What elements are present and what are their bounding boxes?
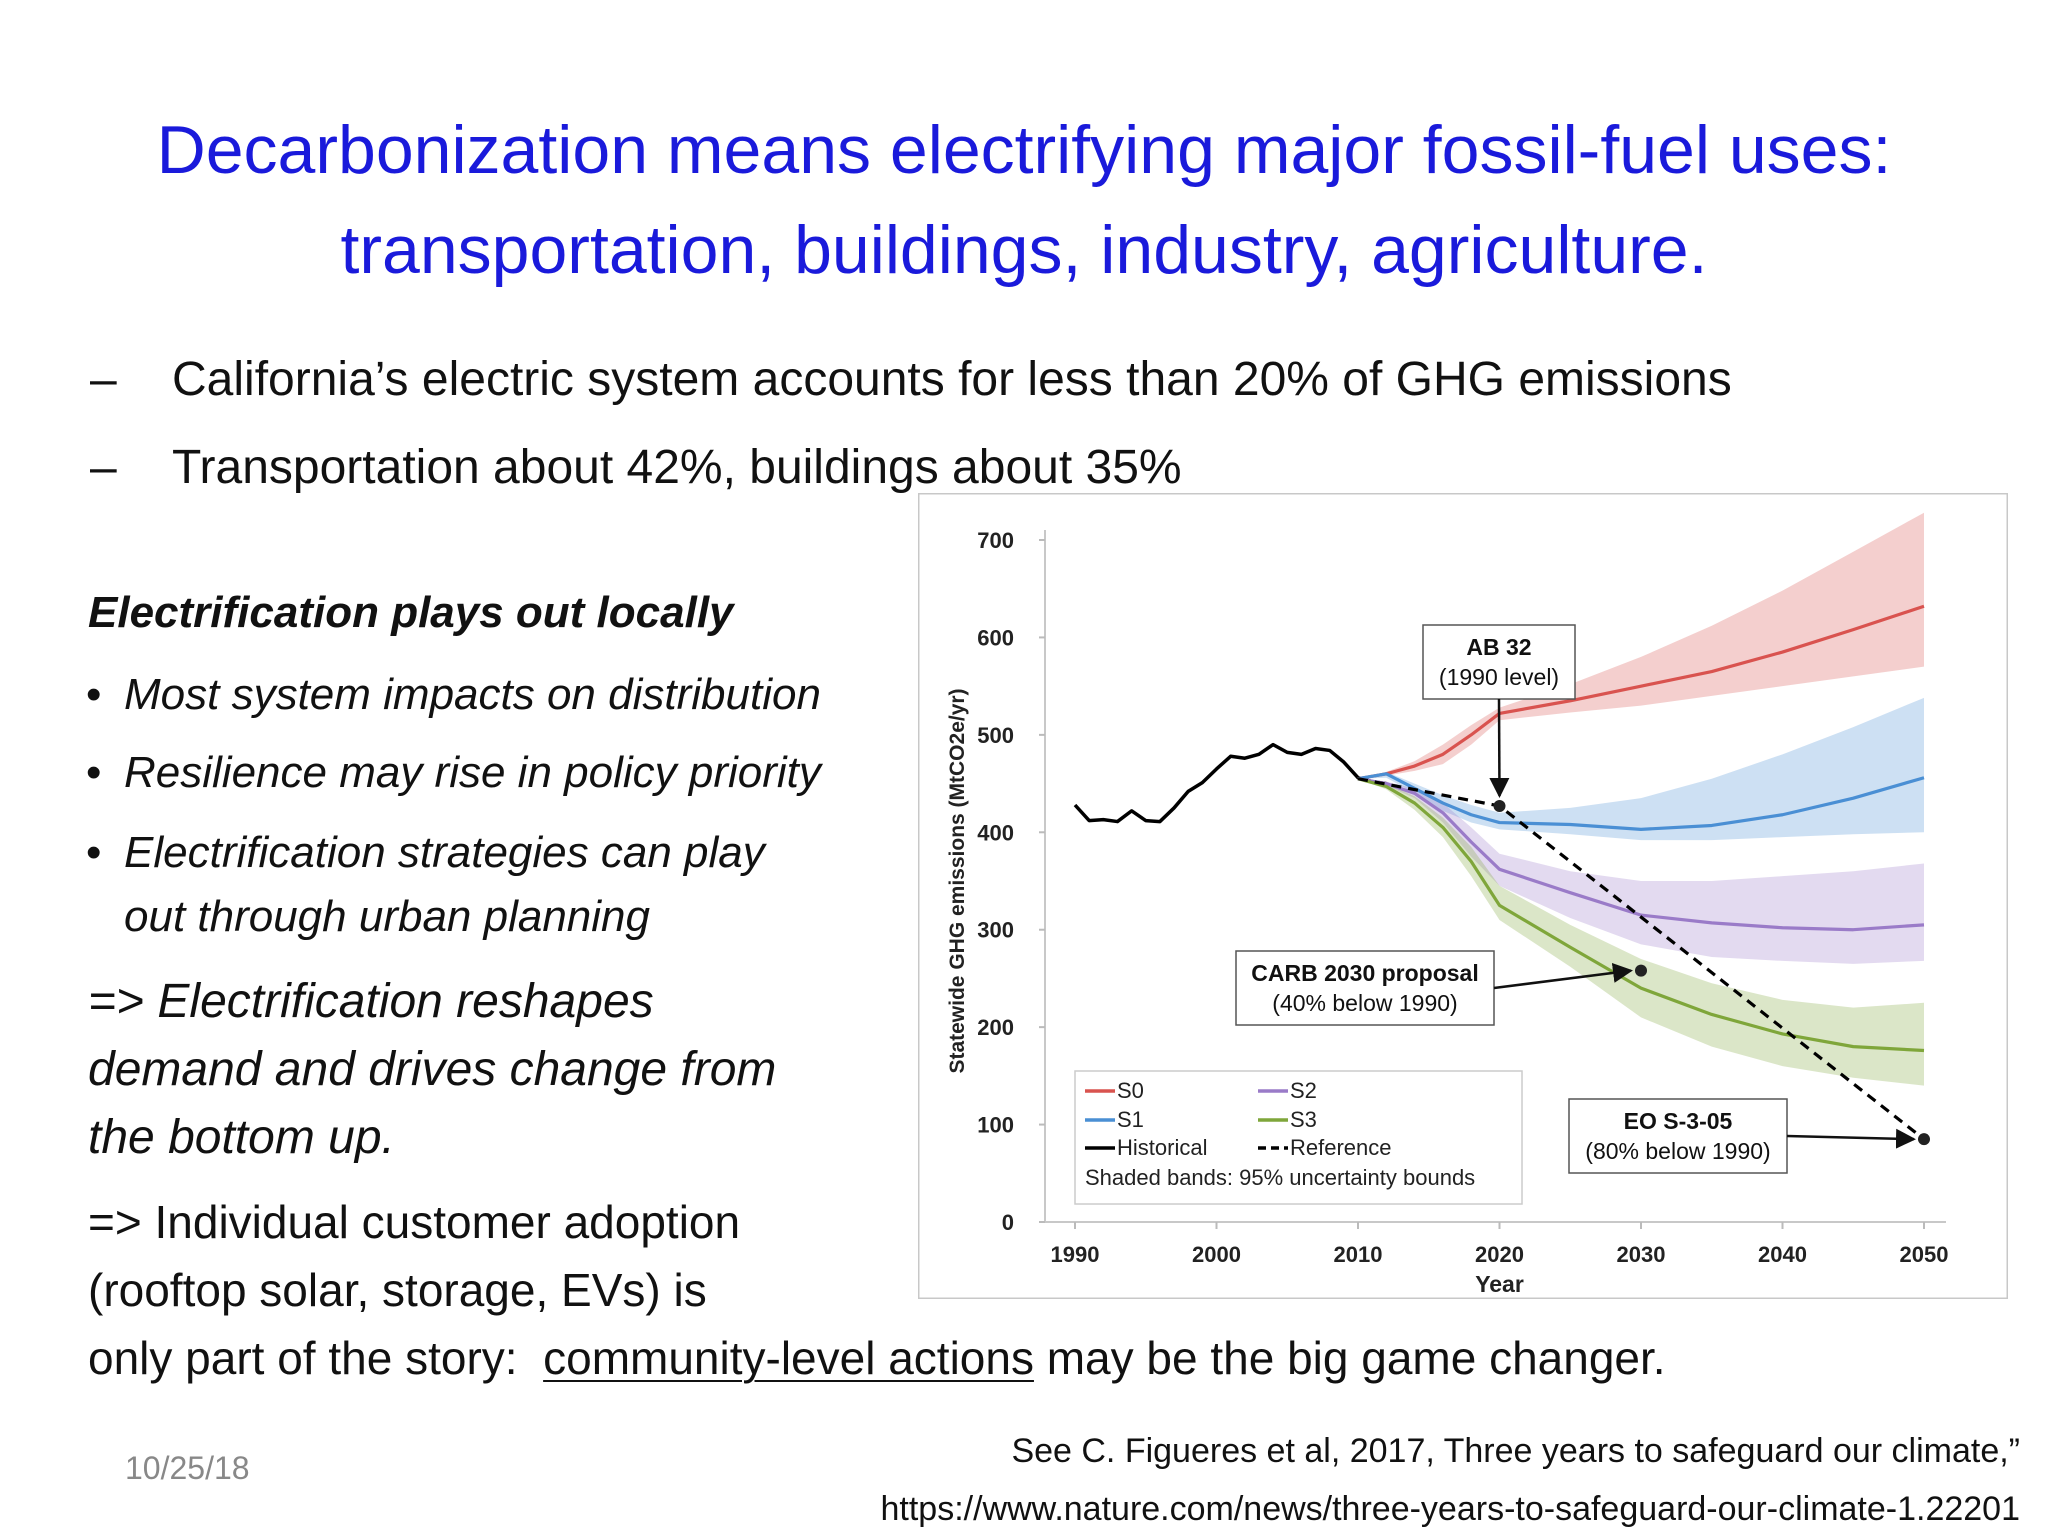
title-line-2: transportation, buildings, industry, agr… — [340, 212, 1708, 288]
title-line-1: Decarbonization means electrifying major… — [156, 112, 1892, 188]
series-line-s0 — [1357, 604, 1925, 781]
story-underlined: community-level actions — [543, 1332, 1034, 1384]
annotation-subtitle: (40% below 1990) — [1272, 990, 1457, 1016]
target-marker — [1493, 799, 1506, 812]
slide-title: Decarbonization means electrifying major… — [40, 100, 2008, 300]
legend-label-historical: Historical — [1117, 1135, 1207, 1160]
story-prefix: only part of the story: — [88, 1332, 518, 1384]
annotation-arrow — [1493, 962, 1633, 990]
dash-item-electric: – California’s electric system accounts f… — [90, 352, 1732, 407]
legend-label-s1: S1 — [1117, 1107, 1144, 1132]
series-line-s2 — [1357, 777, 1925, 932]
series-line-historical — [1073, 742, 1387, 824]
target-marker — [1635, 964, 1647, 977]
reshape-paragraph: => Electrification reshapes demand and d… — [88, 968, 776, 1172]
annotation-title: EO S-3-05 — [1624, 1108, 1733, 1134]
uncertainty-band-s3 — [1358, 778, 1924, 1086]
annotation-arrow — [1489, 698, 1510, 798]
y-tick-label: 500 — [977, 723, 1014, 748]
uncertainty-band-s1 — [1358, 697, 1924, 841]
y-tick-label: 600 — [977, 625, 1014, 650]
uncertainty-band-s2 — [1358, 778, 1924, 964]
y-tick-label: 100 — [977, 1113, 1014, 1138]
x-tick-label: 1990 — [1051, 1242, 1100, 1267]
series-line-s1 — [1357, 772, 1925, 831]
dash-symbol: – — [90, 441, 117, 494]
bullet-dot-icon: • — [86, 748, 102, 797]
y-tick-label: 700 — [977, 528, 1014, 553]
x-tick-label: 2040 — [1758, 1242, 1807, 1267]
dash-item-transport: – Transportation about 42%, buildings abo… — [90, 440, 1182, 495]
legend-label-s3: S3 — [1290, 1107, 1317, 1132]
x-tick-label: 2030 — [1617, 1242, 1666, 1267]
reshape-line: => Electrification reshapes — [88, 975, 654, 1028]
reference-line-1: See C. Figueres et al, 2017, Three years… — [1011, 1432, 2020, 1470]
bullet-continuation: out through urban planning — [124, 892, 650, 941]
legend-label-s2: S2 — [1290, 1078, 1317, 1103]
y-tick-label: 300 — [977, 918, 1014, 943]
legend-note: Shaded bands: 95% uncertainty bounds — [1085, 1165, 1475, 1190]
dash-symbol: – — [90, 353, 117, 406]
bullet-text: Resilience may rise in policy priority — [124, 748, 821, 797]
bullet-item: • Most system impacts on distribution — [86, 670, 821, 720]
y-tick-label: 0 — [1002, 1210, 1014, 1235]
target-marker — [1918, 1133, 1930, 1146]
legend-box — [1074, 1070, 1523, 1205]
bullet-item: • Resilience may rise in policy priority — [86, 748, 821, 798]
bullet-item: • Electrification strategies can play — [86, 828, 765, 878]
dash-item-text: California’s electric system accounts fo… — [172, 353, 1732, 406]
annotation-arrow — [1786, 1128, 1916, 1149]
legend-label-s0: S0 — [1117, 1078, 1144, 1103]
adoption-line: (rooftop solar, storage, EVs) is — [88, 1264, 707, 1316]
bullet-text: Electrification strategies can play — [124, 828, 765, 877]
annotation-box — [1422, 624, 1576, 700]
x-tick-label: 2020 — [1475, 1242, 1524, 1267]
emissions-chart: 0 100 200 300 400 500 600 700 1990 2000 2010 2020 20… — [918, 493, 2008, 1299]
y-axis-label: Statewide GHG emissions (MtCO2e/yr) — [946, 688, 969, 1073]
annotation-subtitle: (1990 level) — [1439, 664, 1559, 690]
story-line: only part of the story: community-level … — [88, 1324, 1666, 1392]
dash-item-text: Transportation about 42%, buildings abou… — [172, 441, 1182, 494]
reference-link[interactable]: https://www.nature.com/news/three-years-… — [880, 1490, 2020, 1528]
legend-label-reference: Reference — [1290, 1135, 1392, 1160]
annotation-subtitle: (80% below 1990) — [1585, 1138, 1770, 1164]
adoption-line: => Individual customer adoption — [88, 1196, 741, 1248]
x-tick-label: 2050 — [1900, 1242, 1949, 1267]
x-axis-label: Year — [1475, 1271, 1524, 1297]
section-heading: Electrification plays out locally — [88, 588, 734, 637]
annotation-box — [1235, 950, 1495, 1026]
annotation-title: CARB 2030 proposal — [1251, 960, 1479, 986]
y-tick-label: 400 — [977, 820, 1014, 845]
slide-date: 10/25/18 — [125, 1450, 250, 1486]
x-tick-label: 2000 — [1192, 1242, 1241, 1267]
adoption-paragraph: => Individual customer adoption (rooftop… — [88, 1188, 740, 1324]
x-tick-label: 2010 — [1334, 1242, 1383, 1267]
bullet-text: Most system impacts on distribution — [124, 670, 821, 719]
y-tick-label: 200 — [977, 1015, 1014, 1040]
bullet-dot-icon: • — [86, 670, 102, 719]
annotation-box — [1568, 1098, 1788, 1174]
bullet-dot-icon: • — [86, 828, 102, 877]
reshape-line: demand and drives change from — [88, 1043, 777, 1096]
annotation-title: AB 32 — [1466, 634, 1531, 660]
reshape-line: the bottom up. — [88, 1111, 395, 1164]
story-suffix: may be the big game changer. — [1046, 1332, 1666, 1384]
